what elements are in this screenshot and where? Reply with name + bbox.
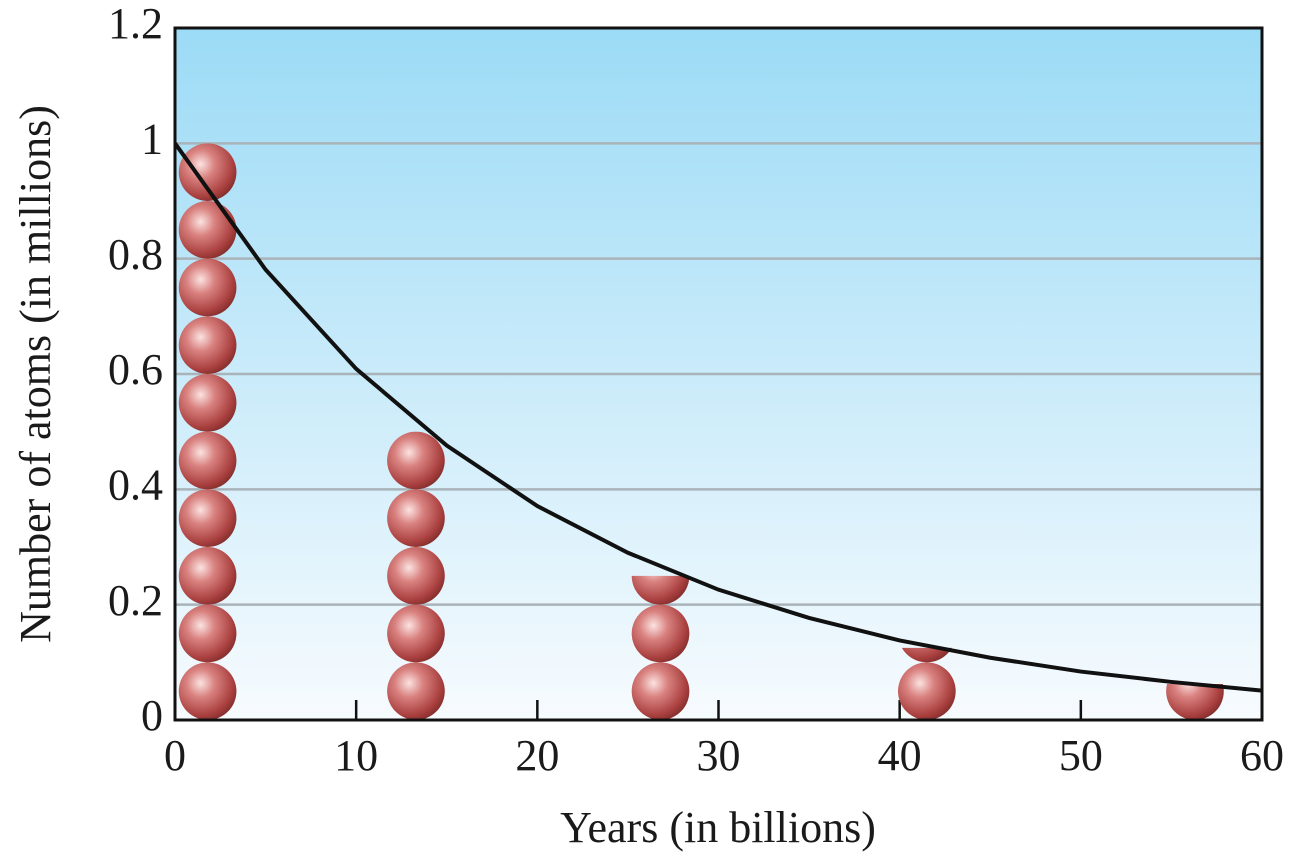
x-tick-label: 40	[878, 731, 922, 780]
atom	[179, 547, 237, 605]
y-tick-label: 0.8	[108, 230, 163, 279]
atom-stack	[387, 432, 445, 720]
atom	[179, 316, 237, 374]
atom	[179, 201, 237, 259]
atom	[632, 605, 690, 663]
chart: Years (in billions) Number of atoms (in …	[0, 0, 1295, 858]
y-tick-label: 0	[141, 691, 163, 740]
y-tick-label: 0.4	[108, 460, 163, 509]
atom	[387, 605, 445, 663]
x-axis-label: Years (in billions)	[560, 803, 876, 852]
x-tick-label: 10	[334, 731, 378, 780]
atom	[387, 432, 445, 490]
atom	[632, 662, 690, 720]
y-tick-label: 0.6	[108, 345, 163, 394]
atom	[179, 489, 237, 547]
y-tick-label: 1	[141, 114, 163, 163]
x-tick-label: 50	[1059, 731, 1103, 780]
atom	[387, 547, 445, 605]
atom	[898, 662, 956, 720]
atom	[179, 432, 237, 490]
x-tick-label: 30	[697, 731, 741, 780]
x-tick-label: 0	[164, 731, 186, 780]
atom	[179, 605, 237, 663]
x-tick-label: 60	[1240, 731, 1284, 780]
atom	[179, 662, 237, 720]
atom	[387, 662, 445, 720]
atom	[179, 374, 237, 432]
atom	[179, 259, 237, 317]
atom	[179, 143, 237, 201]
page: {"chart_data": {"type": "line", "x_label…	[0, 0, 1295, 858]
x-tick-label: 20	[515, 731, 559, 780]
y-tick-label: 0.2	[108, 576, 163, 625]
y-tick-label: 1.2	[108, 0, 163, 48]
atom	[387, 489, 445, 547]
y-axis-label: Number of atoms (in millions)	[11, 105, 60, 643]
